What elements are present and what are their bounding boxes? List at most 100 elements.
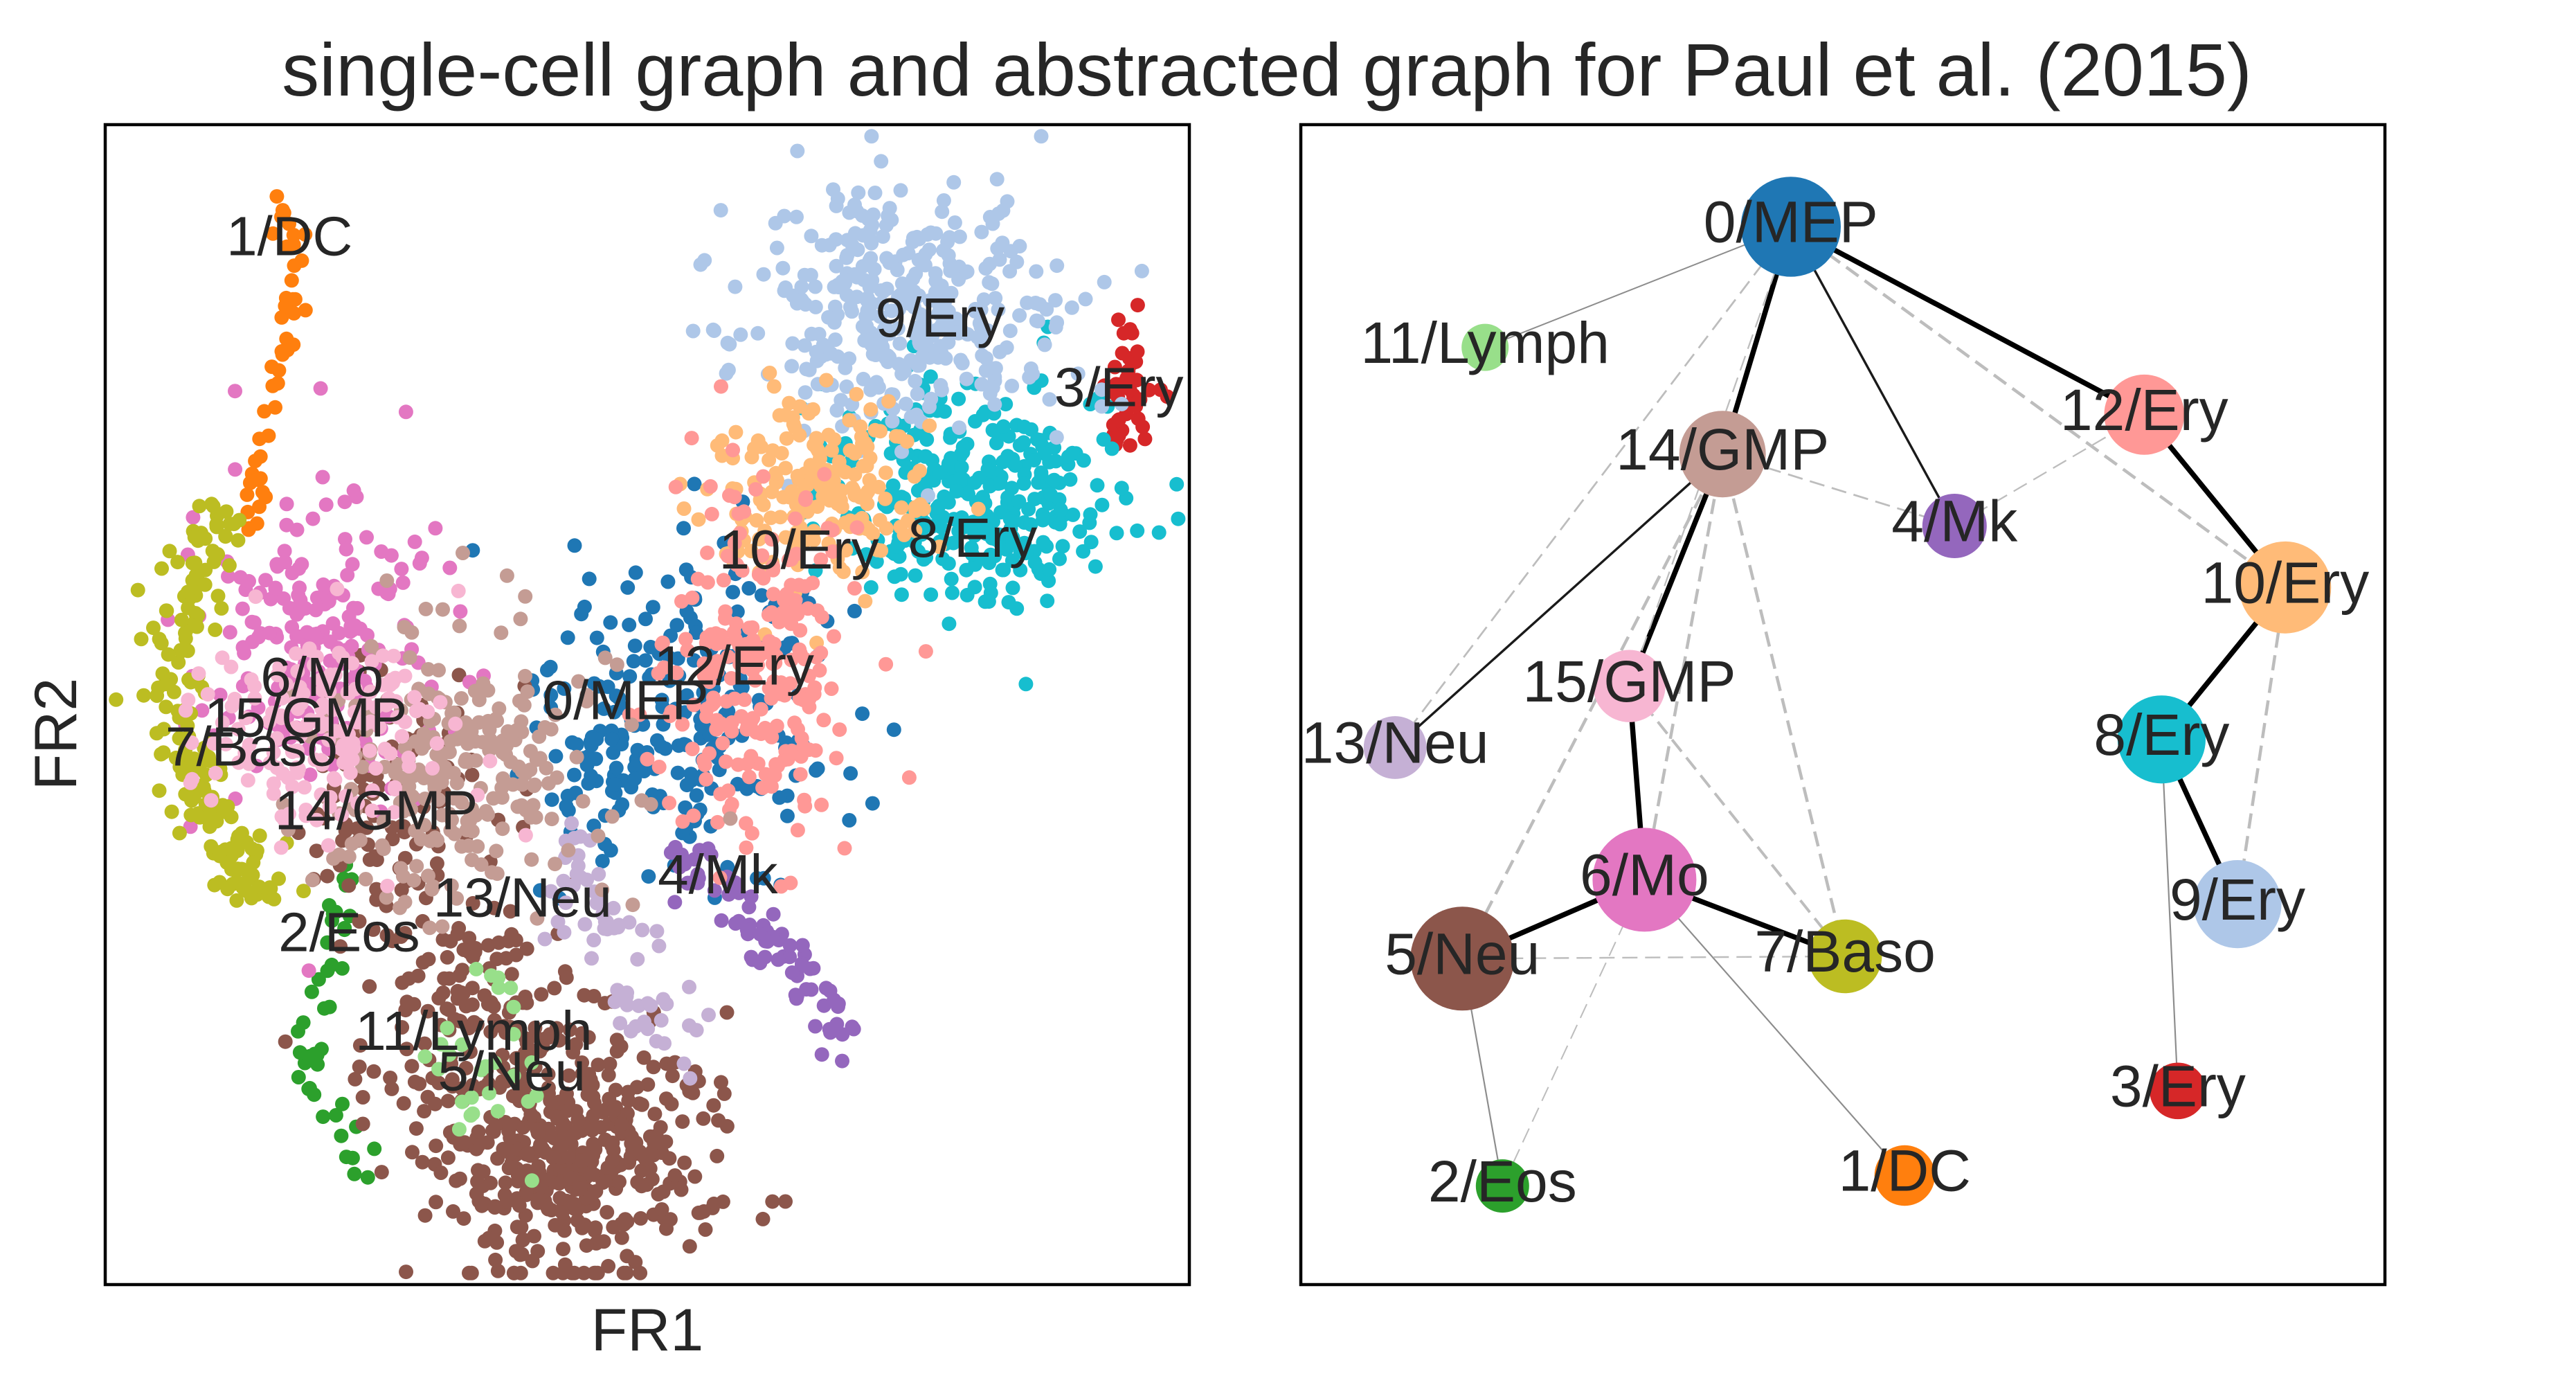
graph-node-label-4: 4/Mk xyxy=(1891,489,2018,554)
cell-point-5 xyxy=(588,1220,603,1235)
cell-point-9 xyxy=(910,386,925,402)
cell-point-9 xyxy=(890,262,905,278)
cell-point-10 xyxy=(752,532,767,546)
cell-point-1 xyxy=(257,404,272,419)
cell-point-0 xyxy=(645,600,660,615)
cell-point-7 xyxy=(230,861,245,877)
cell-point-8 xyxy=(893,566,908,582)
cell-point-11 xyxy=(503,981,519,996)
cell-point-9 xyxy=(911,252,926,267)
cell-point-0 xyxy=(579,758,595,773)
cell-point-9 xyxy=(891,302,906,317)
cell-point-5 xyxy=(483,1175,498,1190)
cell-point-12 xyxy=(729,557,744,572)
cell-point-12 xyxy=(837,841,852,856)
cell-point-14 xyxy=(417,818,432,832)
cell-point-10 xyxy=(824,443,839,458)
cell-point-9 xyxy=(959,371,974,386)
cell-point-5 xyxy=(440,1150,456,1165)
cell-point-4 xyxy=(703,847,719,862)
cell-point-15 xyxy=(321,838,336,853)
cell-point-12 xyxy=(767,768,782,783)
cell-point-8 xyxy=(993,476,1008,491)
cell-point-14 xyxy=(433,749,449,765)
cell-point-6 xyxy=(394,562,409,577)
cell-point-14 xyxy=(352,832,368,848)
cell-point-0 xyxy=(654,739,669,754)
cell-point-10 xyxy=(779,431,794,446)
cell-point-5 xyxy=(465,949,480,965)
cell-point-7 xyxy=(210,547,226,562)
cell-point-8 xyxy=(911,544,926,559)
cell-point-15 xyxy=(483,753,498,769)
cell-point-15 xyxy=(227,691,242,706)
cell-point-9 xyxy=(1023,361,1038,376)
cell-point-11 xyxy=(431,1062,447,1077)
cell-point-6 xyxy=(186,510,201,525)
cell-point-12 xyxy=(817,467,832,482)
cell-point-1 xyxy=(278,298,293,314)
cell-point-5 xyxy=(606,1219,621,1235)
cell-point-14 xyxy=(523,744,538,759)
cell-point-14 xyxy=(501,724,516,739)
cell-point-14 xyxy=(379,890,394,905)
cell-point-14 xyxy=(604,809,620,824)
cell-point-5 xyxy=(583,1072,598,1087)
cell-point-14 xyxy=(503,754,519,769)
cell-point-7 xyxy=(219,504,234,519)
cell-point-3 xyxy=(1130,298,1145,313)
cell-point-5 xyxy=(412,1076,427,1091)
cell-point-9 xyxy=(882,326,897,341)
cell-point-5 xyxy=(516,1232,531,1247)
cell-point-8 xyxy=(1065,507,1081,522)
x-axis-label: FR1 xyxy=(591,1297,703,1364)
cell-point-6 xyxy=(221,569,235,584)
cell-point-0 xyxy=(660,574,676,589)
cell-point-0 xyxy=(595,854,610,868)
cell-point-15 xyxy=(289,743,305,758)
cell-point-10 xyxy=(862,473,877,488)
cell-point-14 xyxy=(489,713,505,729)
cell-point-15 xyxy=(280,770,296,785)
cell-point-9 xyxy=(1012,308,1027,323)
cell-point-8 xyxy=(960,587,975,602)
cell-point-15 xyxy=(237,745,253,760)
cell-point-12 xyxy=(705,690,721,706)
cluster-label-6: 6/Mo xyxy=(260,646,384,708)
graph-edge-10-9 xyxy=(2235,587,2287,904)
cell-point-6 xyxy=(277,544,292,559)
cell-point-3 xyxy=(1142,382,1157,397)
cell-point-5 xyxy=(667,1168,683,1183)
cell-point-13 xyxy=(649,924,665,939)
cell-point-5 xyxy=(584,1165,599,1180)
cell-point-14 xyxy=(341,849,357,864)
cell-point-1 xyxy=(274,209,289,224)
cell-point-5 xyxy=(467,1015,482,1030)
cell-point-0 xyxy=(622,669,638,684)
cell-point-7 xyxy=(296,884,311,899)
cell-point-12 xyxy=(797,792,812,807)
cell-point-8 xyxy=(945,585,960,600)
cell-point-14 xyxy=(422,920,438,936)
cell-point-10 xyxy=(867,422,883,438)
cluster-label-13: 13/Neu xyxy=(433,866,612,928)
cell-point-5 xyxy=(600,1160,615,1175)
graph-node-2 xyxy=(1475,1159,1529,1213)
cell-point-7 xyxy=(209,517,224,532)
cell-point-10 xyxy=(838,465,853,480)
cell-point-9 xyxy=(876,284,891,299)
cell-point-8 xyxy=(1005,580,1020,596)
cell-point-8 xyxy=(1034,465,1049,481)
cell-point-12 xyxy=(812,663,827,678)
cell-point-14 xyxy=(494,625,509,641)
cell-point-15 xyxy=(274,809,289,824)
cell-point-9 xyxy=(851,185,866,200)
cell-point-0 xyxy=(679,778,694,793)
cell-point-0 xyxy=(865,796,880,811)
cell-point-0 xyxy=(609,760,624,776)
cell-point-9 xyxy=(1048,320,1063,334)
cell-point-15 xyxy=(368,699,384,715)
cell-point-13 xyxy=(631,998,647,1013)
cell-point-1 xyxy=(275,347,290,362)
cell-point-9 xyxy=(785,336,800,351)
